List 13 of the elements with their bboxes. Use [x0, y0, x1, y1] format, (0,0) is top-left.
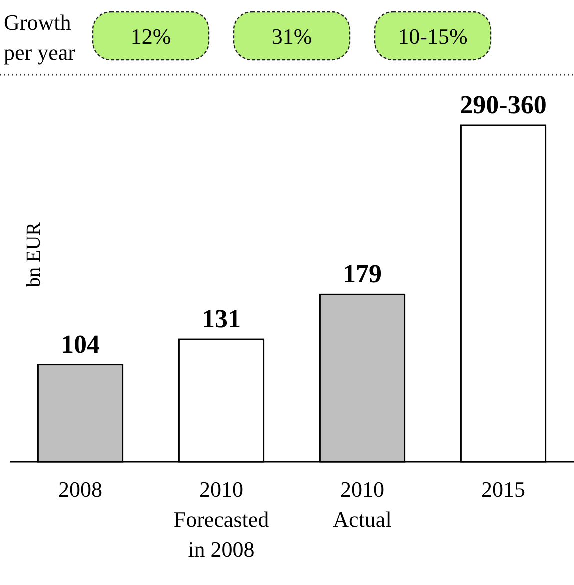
x-tick-label: 2015 — [482, 477, 526, 502]
data-label: 179 — [343, 260, 382, 289]
x-tick-label: 2010 Actual — [333, 477, 392, 532]
data-label: 104 — [61, 330, 100, 359]
y-axis-title: bn EUR — [23, 222, 45, 288]
data-label: 131 — [202, 304, 241, 334]
text: 31% — [272, 24, 312, 49]
data-label: 290-360 — [460, 90, 547, 120]
text: 12% — [130, 24, 172, 49]
x-tick-label: 2010 Forecasted in 2008 — [174, 477, 270, 562]
text: Growth per year — [4, 10, 76, 65]
text: 10-15% — [398, 24, 468, 49]
x-tick-label: 2008 — [58, 477, 102, 502]
